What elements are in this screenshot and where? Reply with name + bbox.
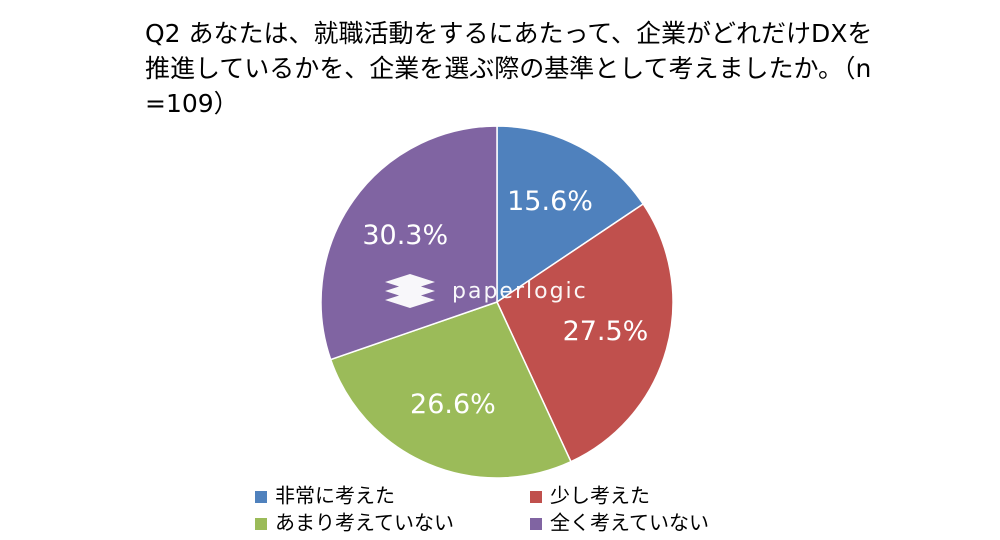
pie-slice [320, 125, 498, 361]
pie-slice [496, 125, 645, 304]
data-label: 27.5% [563, 316, 649, 347]
legend-swatch [255, 491, 267, 503]
pie-slice [329, 301, 572, 479]
legend-label: あまり考えていない [275, 511, 454, 535]
legend-swatch [530, 518, 542, 530]
data-label: 30.3% [362, 220, 448, 251]
legend-swatch [530, 491, 542, 503]
legend-swatch [255, 518, 267, 530]
data-label: 26.6% [410, 389, 496, 420]
data-label: 15.6% [507, 186, 593, 217]
watermark-icon [385, 292, 435, 308]
watermark: paperlogic [385, 274, 588, 308]
legend-label: 全く考えていない [550, 511, 709, 535]
watermark-icon [385, 283, 435, 299]
watermark-icon [385, 274, 435, 290]
chart-title: Q2 あなたは、就職活動をするにあたって、企業がどれだけDXを推進しているかを、… [145, 19, 873, 118]
legend-label: 非常に考えた [275, 484, 395, 508]
watermark-text: paperlogic [452, 279, 588, 304]
pie-slice [496, 202, 674, 463]
legend-label: 少し考えた [550, 484, 650, 508]
